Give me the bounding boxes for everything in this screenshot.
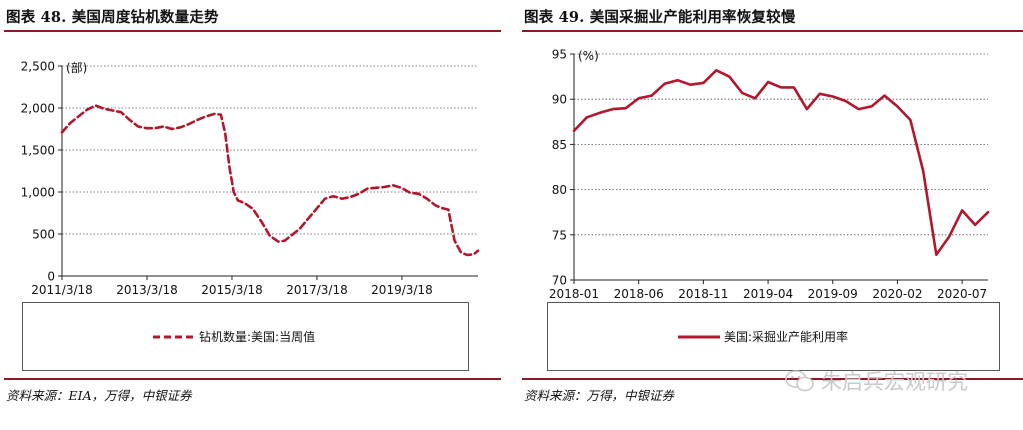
right-xtick-label: 2019-09 bbox=[808, 287, 858, 301]
right-xtick-label: 2020-02 bbox=[872, 287, 922, 301]
right-ytick-label: 70 bbox=[552, 274, 567, 288]
right-ytick-label: 90 bbox=[552, 93, 567, 107]
left-ytick-label: 1,000 bbox=[21, 186, 55, 200]
right-line-chart: 70 75 80 85 90 95 2018-01 2018-06 2018-11 2019-04… bbox=[549, 48, 990, 301]
left-unit-label: (部) bbox=[66, 60, 87, 75]
left-source-rule bbox=[4, 378, 501, 380]
left-legend-dashed-swatch bbox=[153, 335, 195, 338]
right-legend-box: 美国:采掘业产能利用率 bbox=[547, 302, 1000, 371]
right-chart-title: 图表 49. 美国采掘业产能利用率恢复较慢 bbox=[524, 9, 796, 26]
right-xtick-label: 2018-06 bbox=[614, 287, 664, 301]
right-source-rule bbox=[522, 378, 1023, 380]
left-ytick-label: 1,500 bbox=[21, 144, 55, 158]
left-source-note: 资料来源：EIA，万得，中银证券 bbox=[6, 388, 192, 403]
right-xtick-label: 2018-11 bbox=[678, 287, 728, 301]
wechat-icon bbox=[785, 370, 814, 392]
right-source-note: 资料来源：万得，中银证券 bbox=[524, 388, 675, 403]
left-legend-label: 钻机数量:美国:当周值 bbox=[199, 330, 316, 344]
left-chart-title: 图表 48. 美国周度钻机数量走势 bbox=[6, 9, 219, 26]
left-xtick-label: 2017/3/18 bbox=[286, 283, 348, 297]
left-legend-item: 钻机数量:美国:当周值 bbox=[153, 328, 315, 345]
left-title-rule bbox=[4, 30, 501, 32]
left-line-chart: 0 500 1,000 1,500 2,000 2,500 2011/3/18 2013/3/… bbox=[21, 60, 480, 297]
watermark-text: 朱启兵宏观研究 bbox=[821, 370, 968, 394]
right-legend-label: 美国:采掘业产能利用率 bbox=[724, 330, 849, 344]
right-unit-label: (%) bbox=[578, 49, 599, 63]
right-chart-panel: 图表 49. 美国采掘业产能利用率恢复较慢 70 75 80 85 90 95 2018-0… bbox=[518, 0, 1023, 430]
left-ytick-label: 2,000 bbox=[21, 102, 55, 116]
right-legend-solid-swatch bbox=[678, 335, 720, 338]
right-xtick-label: 2018-01 bbox=[549, 287, 599, 301]
right-ytick-label: 85 bbox=[552, 138, 567, 152]
right-series-line bbox=[572, 68, 990, 256]
left-legend-box: 钻机数量:美国:当周值 bbox=[22, 302, 469, 371]
left-xtick-label: 2011/3/18 bbox=[31, 283, 93, 297]
left-ytick-label: 500 bbox=[32, 228, 55, 242]
right-ytick-label: 75 bbox=[552, 228, 567, 242]
right-legend-item: 美国:采掘业产能利用率 bbox=[678, 328, 848, 345]
left-chart-panel: 图表 48. 美国周度钻机数量走势 0 500 1,000 1,500 2,000 2,5… bbox=[0, 0, 505, 430]
right-title-rule bbox=[522, 30, 1023, 32]
right-xtick-label: 2020-07 bbox=[937, 287, 987, 301]
left-xtick-label: 2019/3/18 bbox=[371, 283, 433, 297]
left-series-line bbox=[60, 104, 480, 257]
right-ytick-label: 80 bbox=[552, 183, 567, 197]
left-ytick-label: 0 bbox=[47, 270, 55, 284]
right-ytick-label: 95 bbox=[552, 48, 567, 62]
left-xtick-label: 2013/3/18 bbox=[116, 283, 178, 297]
left-ytick-label: 2,500 bbox=[21, 60, 55, 74]
watermark: 朱启兵宏观研究 bbox=[785, 366, 968, 396]
left-xtick-label: 2015/3/18 bbox=[201, 283, 263, 297]
right-xtick-label: 2019-04 bbox=[743, 287, 793, 301]
